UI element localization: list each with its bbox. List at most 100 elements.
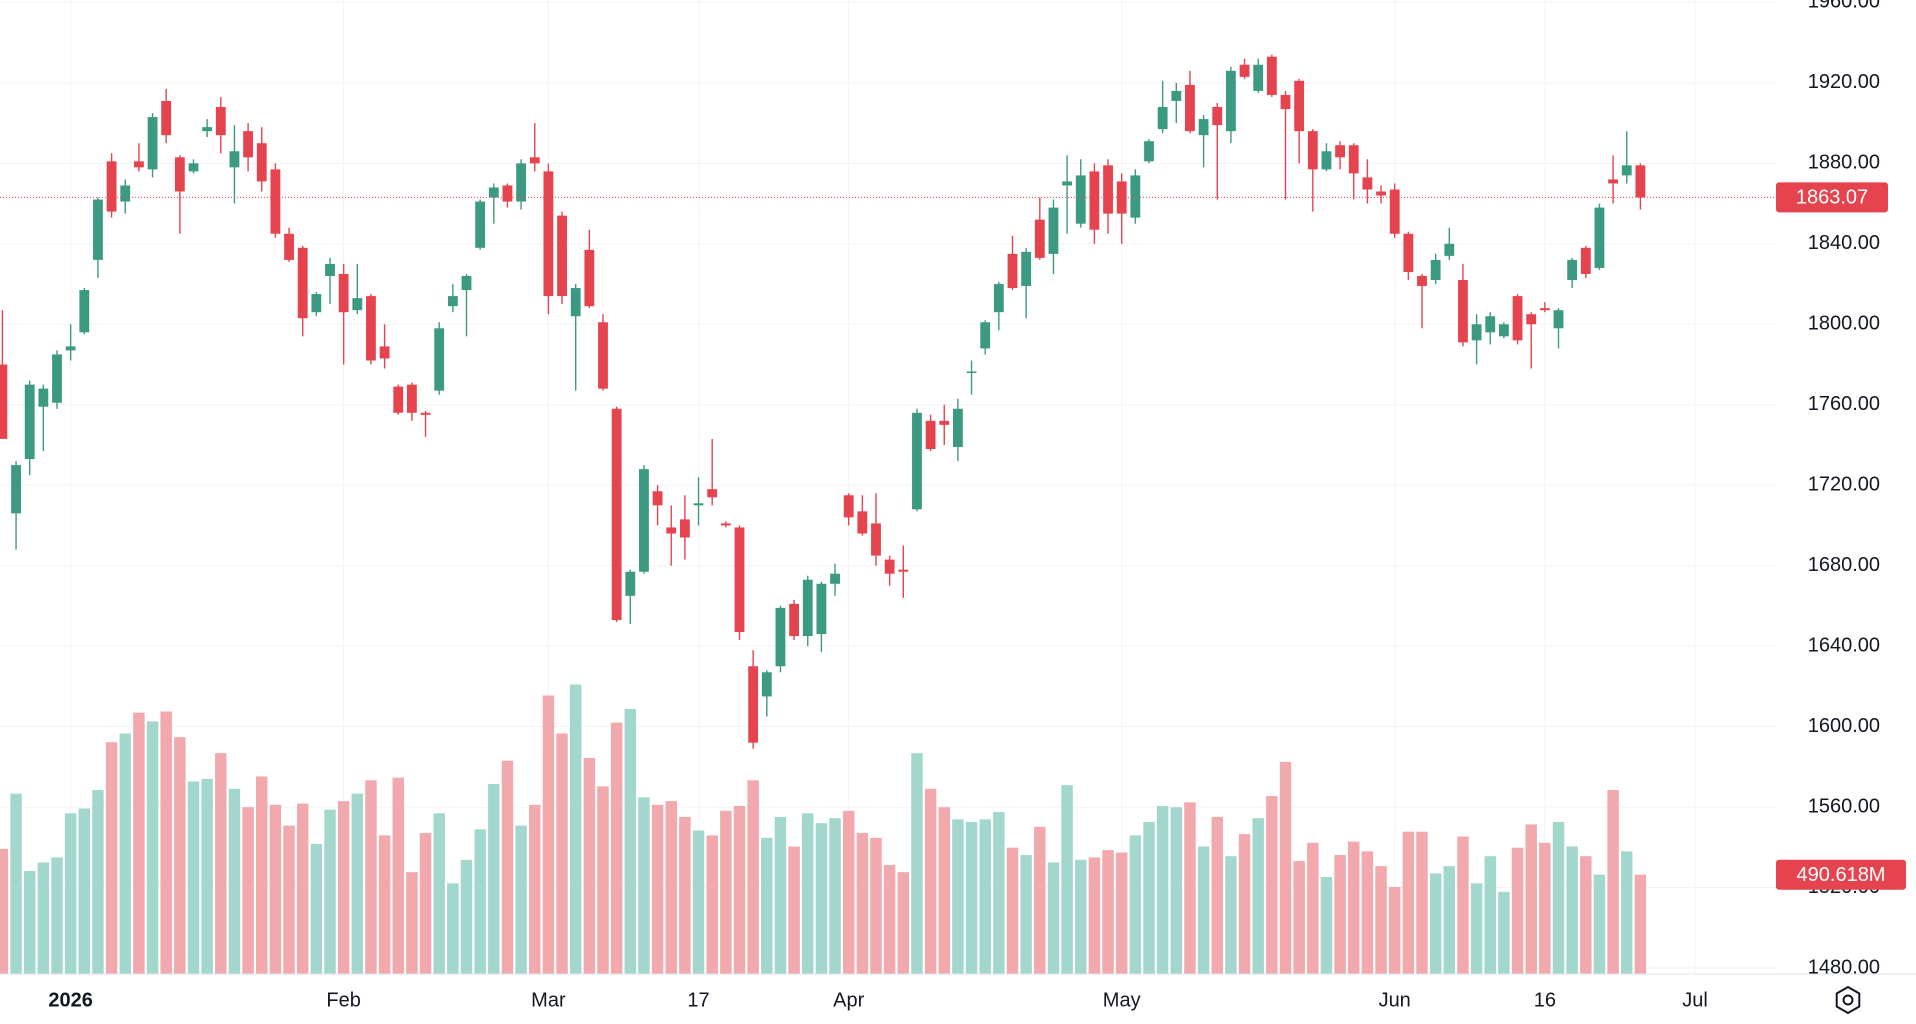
volume-bar	[1498, 891, 1510, 974]
volume-bar	[1088, 857, 1101, 974]
candle-body	[147, 117, 158, 170]
volume-bar	[1580, 856, 1592, 974]
candle-body	[912, 412, 922, 510]
volume-bar	[1457, 836, 1469, 974]
volume-bar	[1416, 831, 1428, 974]
volume-bar	[0, 848, 9, 974]
x-tick-label: 2026	[48, 989, 93, 1011]
x-tick-label: Apr	[833, 989, 864, 1011]
candle-body	[884, 559, 895, 574]
volume-bar	[1470, 883, 1483, 974]
x-tick-label: May	[1103, 989, 1141, 1011]
candle-body	[338, 273, 349, 313]
volume-bar	[1143, 821, 1155, 974]
volume-bar	[733, 805, 746, 974]
volume-bar	[64, 813, 77, 974]
candle-body	[1144, 141, 1154, 162]
volume-bar	[1334, 854, 1346, 974]
candle-body	[1021, 251, 1032, 287]
candle-body	[1171, 90, 1182, 101]
candle-body	[925, 420, 936, 449]
volume-bar	[924, 788, 937, 974]
volume-bar	[1020, 854, 1032, 974]
volume-bar	[1279, 761, 1292, 974]
volume-bar	[1375, 866, 1387, 974]
candle-body	[816, 583, 827, 635]
candle-body	[1539, 308, 1550, 311]
candle-body	[939, 420, 950, 425]
price-pane	[0, 54, 1776, 749]
volume-bar	[1388, 886, 1401, 974]
candle-body	[679, 519, 690, 538]
volume-bar	[665, 801, 677, 974]
volume-bar	[1211, 816, 1223, 974]
volume-bar	[51, 857, 63, 974]
candle-body	[502, 185, 513, 202]
volume-bar	[1129, 835, 1142, 974]
candle-body	[1362, 177, 1373, 190]
volume-bar	[1634, 874, 1647, 974]
candle-body	[420, 412, 431, 415]
volume-bar	[993, 812, 1005, 974]
settings-dot[interactable]	[1842, 994, 1854, 1006]
volume-bar	[556, 733, 568, 974]
y-tick-label: 1920.00	[1808, 71, 1880, 93]
candle-body	[270, 169, 281, 234]
volume-bar	[802, 813, 814, 974]
candle-body	[1253, 64, 1264, 91]
volume-bar	[569, 684, 582, 974]
candle-body	[693, 503, 704, 506]
volume-bar	[610, 722, 623, 974]
volume-bar	[965, 821, 978, 974]
candle-body	[1471, 324, 1482, 341]
candle-body	[1417, 275, 1427, 287]
last-price-box	[1776, 182, 1888, 213]
candle-body	[93, 199, 103, 260]
candle-body	[1185, 84, 1195, 132]
candle-body	[557, 215, 567, 297]
candle-body	[215, 107, 226, 136]
volume-bar	[460, 859, 473, 974]
settings-hexagon[interactable]	[1835, 986, 1861, 1014]
y-tick-label: 1600.00	[1808, 715, 1880, 737]
volume-bar	[1061, 785, 1073, 974]
candle-body	[993, 284, 1004, 313]
volume-bar	[952, 819, 964, 974]
y-tick-label: 1640.00	[1808, 634, 1880, 656]
candle-body	[857, 511, 868, 534]
volume-bar	[474, 829, 486, 974]
candle-body	[1116, 181, 1127, 214]
volume-bar	[747, 780, 759, 974]
candle-body	[284, 233, 294, 260]
settings-icon[interactable]	[1835, 986, 1861, 1014]
last-price-label: 1863.07	[1796, 187, 1868, 209]
volume-bar	[160, 711, 172, 974]
volume-bar	[1184, 802, 1196, 974]
volume-bar	[1034, 826, 1046, 974]
volume-bar	[856, 832, 869, 974]
candle-body	[720, 523, 731, 526]
candle-body	[379, 346, 390, 359]
x-tick-label: Jul	[1682, 989, 1708, 1011]
volume-bar	[119, 733, 131, 974]
candle-body	[161, 100, 172, 136]
volume-bar	[1225, 856, 1237, 974]
y-tick-label: 1680.00	[1808, 554, 1880, 576]
candle-body	[980, 322, 991, 349]
candle-body	[1567, 259, 1578, 281]
volume-bar	[501, 760, 514, 974]
candle-body	[611, 408, 622, 620]
candle-body	[202, 127, 213, 132]
volume-bar	[1443, 866, 1456, 974]
candle-body	[707, 489, 718, 498]
candle-body	[325, 263, 335, 276]
volume-bar	[1156, 805, 1169, 974]
volume-bar	[706, 835, 718, 974]
volume-bar	[201, 778, 213, 974]
volume-bar	[788, 846, 800, 974]
volume-bar	[1402, 831, 1415, 974]
candle-body	[666, 527, 677, 534]
volume-bar	[1525, 824, 1537, 974]
candle-body	[1007, 253, 1018, 289]
volume-bar	[883, 864, 896, 974]
